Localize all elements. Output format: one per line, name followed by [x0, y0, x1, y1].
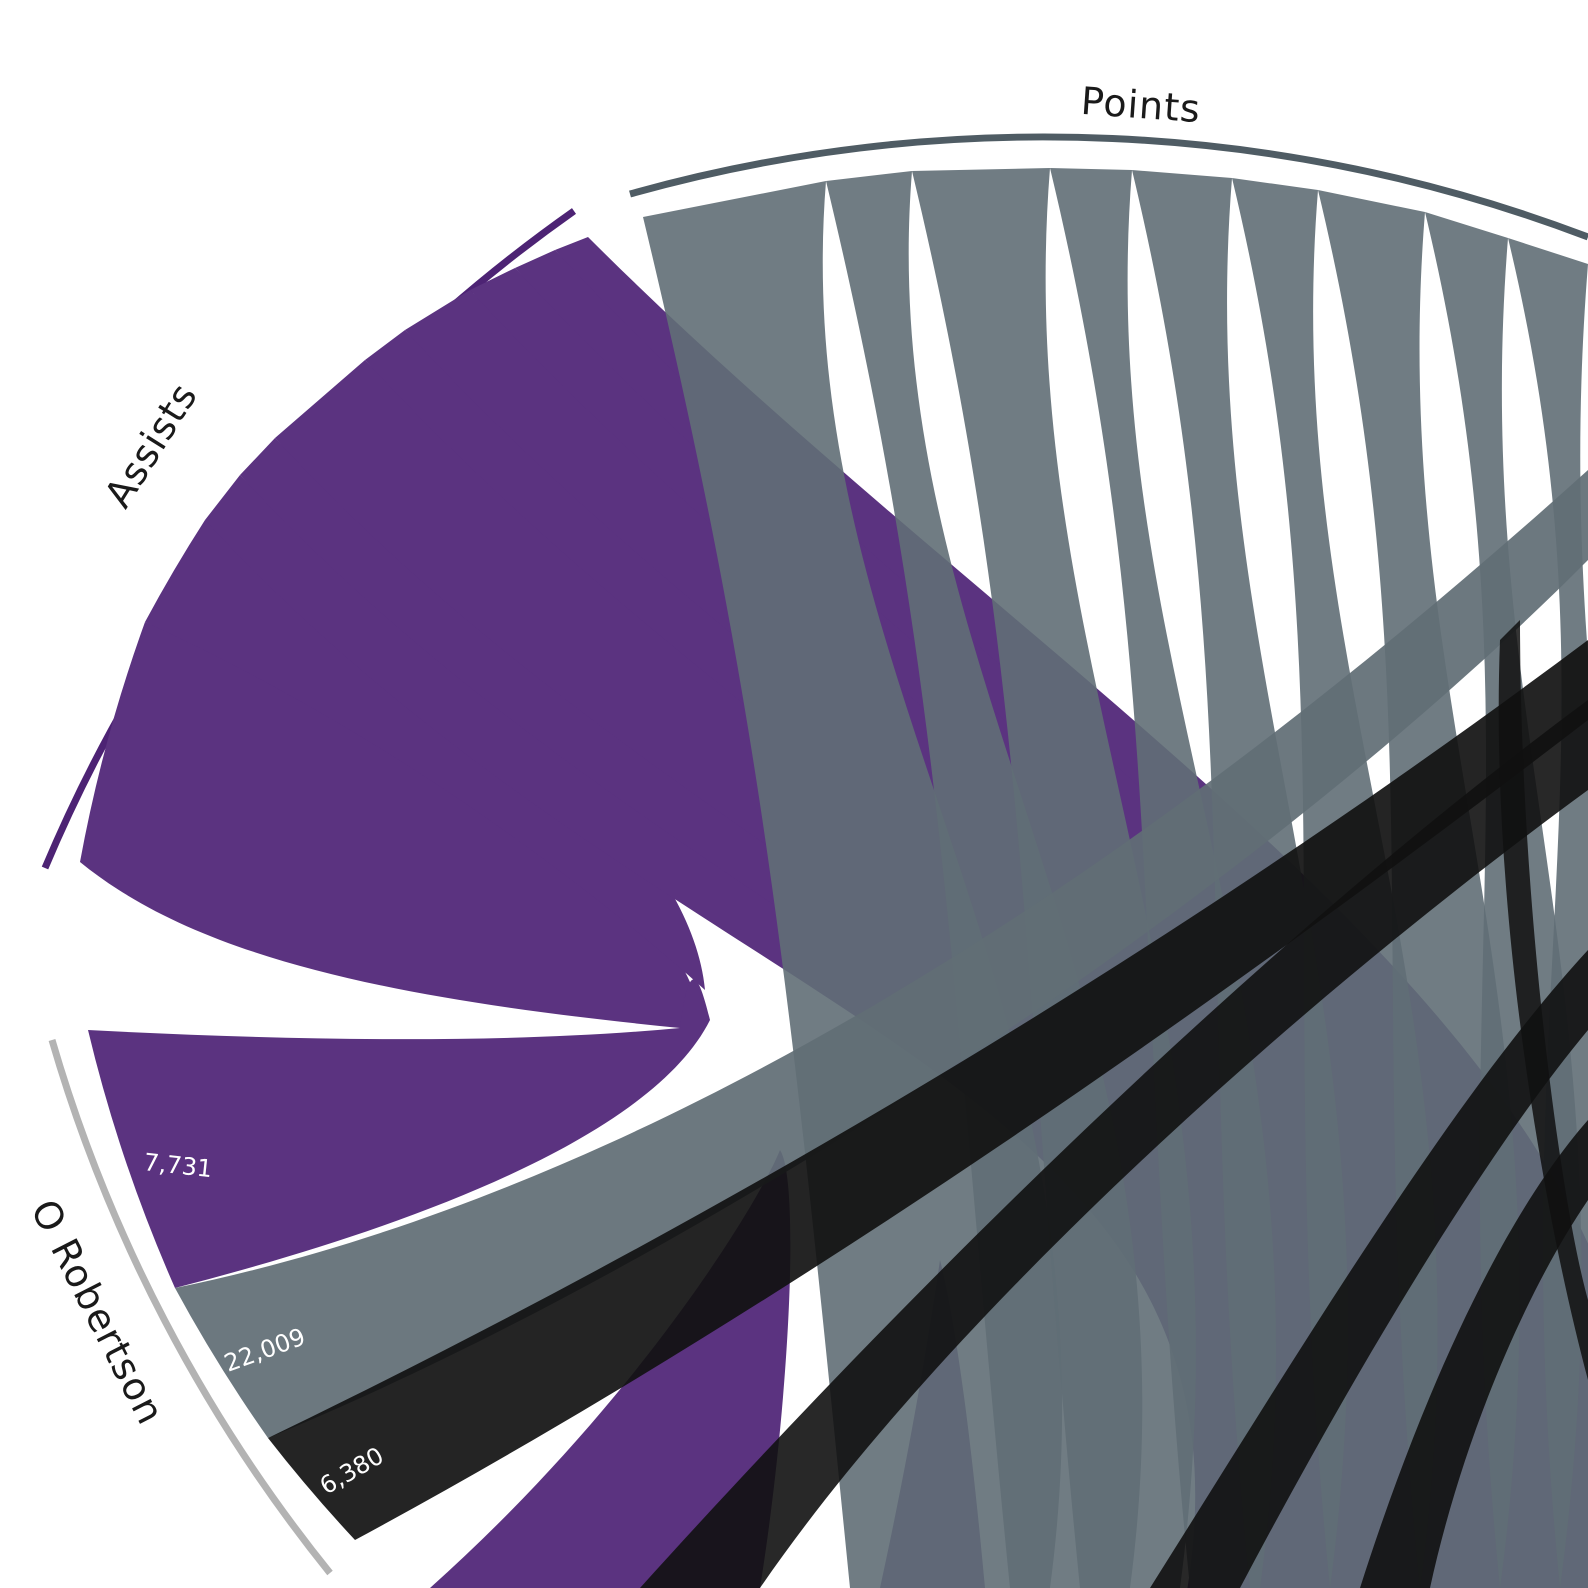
assists-fan-ribbon-2[interactable]: [275, 360, 1370, 1588]
robertson-assists-ribbon[interactable]: [88, 979, 710, 1288]
assists-fan-ribbon-4[interactable]: [405, 290, 1480, 1588]
assists-ribbon-main[interactable]: [80, 622, 700, 1050]
assists-bottom-ribbon-a[interactable]: [430, 1150, 791, 1588]
assists-fan-ribbon-0[interactable]: [205, 475, 1260, 1588]
rebounds-ribbon-c[interactable]: [1360, 1120, 1588, 1588]
assists-ribbon-loop[interactable]: [145, 520, 705, 990]
points-group-label: Points: [1079, 79, 1202, 131]
rebounds-ribbon-d[interactable]: [1498, 620, 1588, 1380]
points-fan-ribbon-2[interactable]: [912, 168, 1196, 1588]
points-fan-ribbon-4[interactable]: [1132, 170, 1348, 1588]
assists-group-label: Assists: [96, 375, 206, 515]
rebounds-ribbon-a[interactable]: [640, 700, 1588, 1588]
robertson-group-arc[interactable]: [48, 1039, 333, 1576]
robertson-rebounds-ribbon[interactable]: [268, 640, 1588, 1540]
rebounds-ribbon-b[interactable]: [1150, 950, 1588, 1588]
assists-fan-ribbon-1[interactable]: [240, 438, 1315, 1588]
ribbons-layer: [80, 168, 1588, 1588]
points-fan-ribbon-0[interactable]: [643, 181, 1063, 1588]
assists-fan-ribbon-3[interactable]: [365, 330, 1425, 1588]
robertson-points-ribbon[interactable]: [175, 470, 1588, 1438]
points-group-arc[interactable]: [629, 133, 1588, 241]
